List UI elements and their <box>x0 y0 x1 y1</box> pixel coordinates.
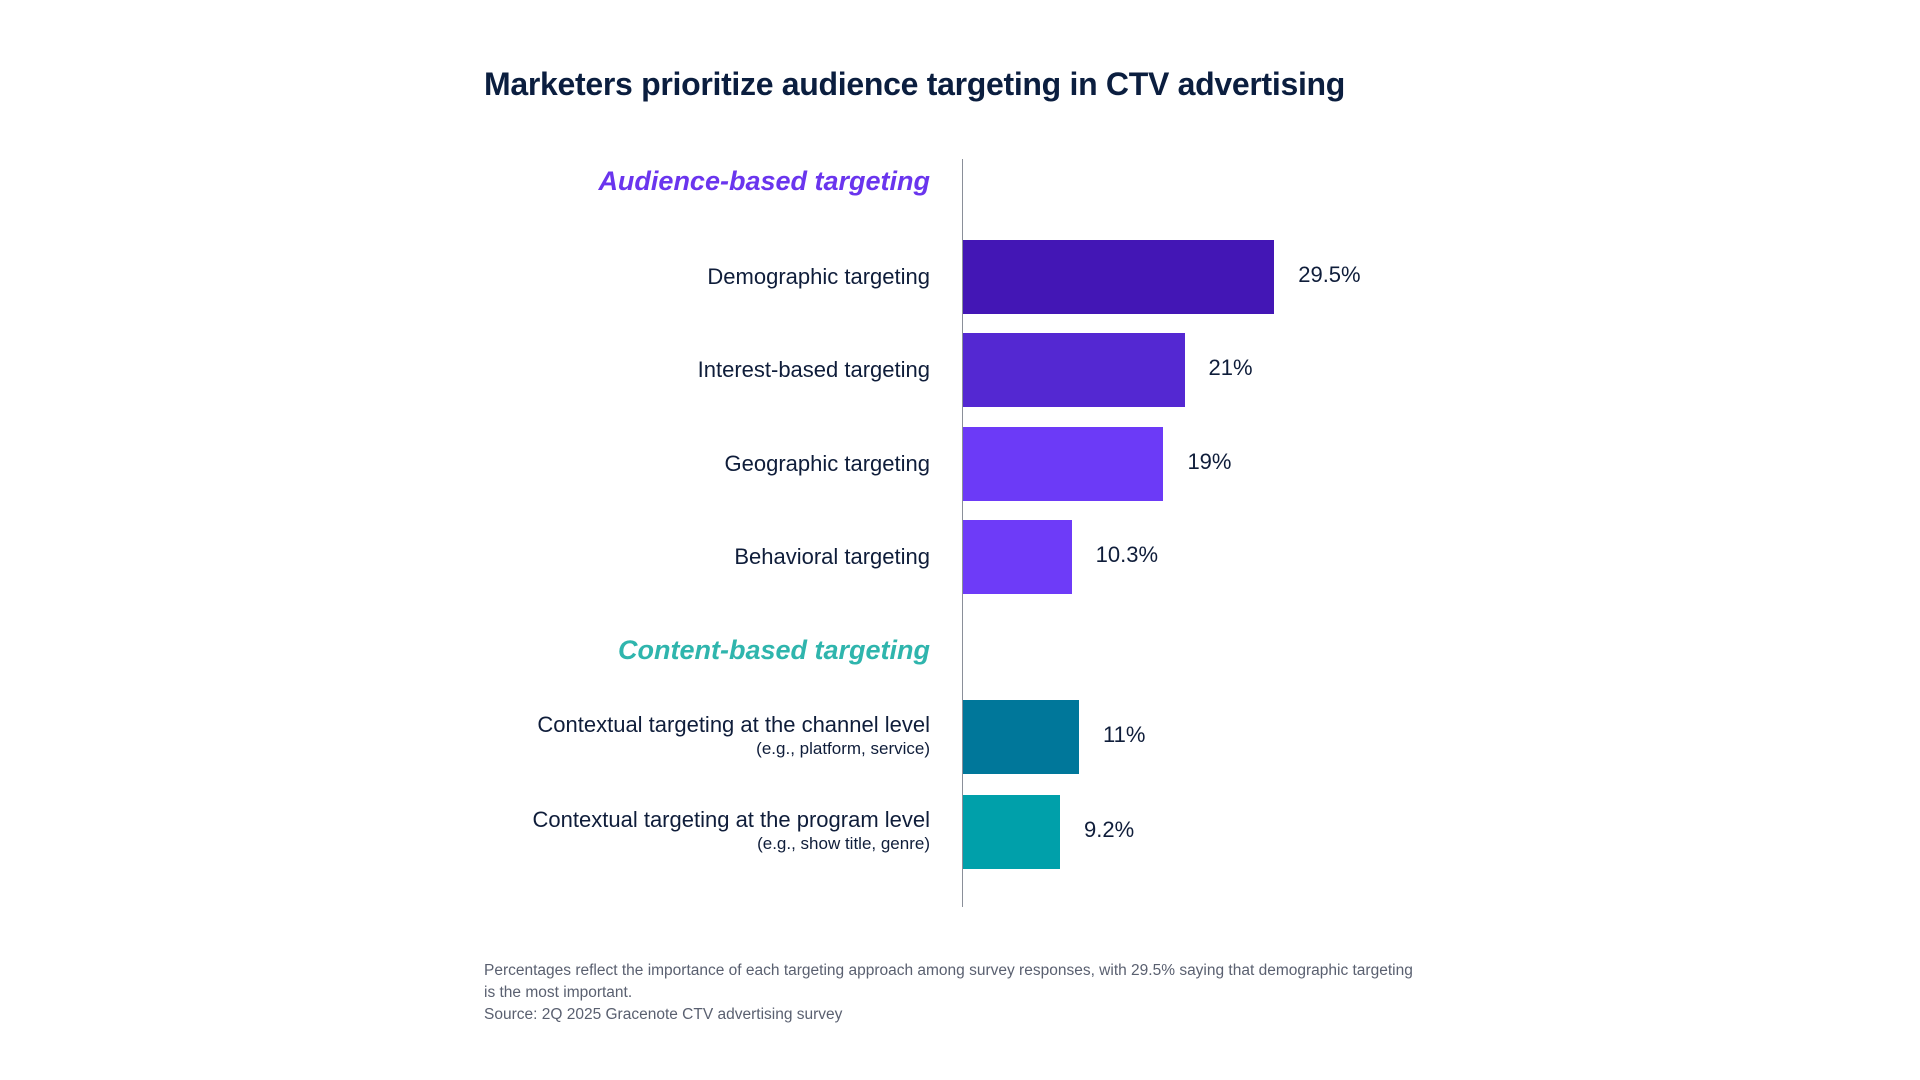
value-label: 10.3% <box>1095 542 1159 567</box>
bar <box>963 520 1072 594</box>
category-label: Contextual targeting at the channel leve… <box>537 712 930 760</box>
category-sublabel: (e.g., platform, service) <box>756 739 930 758</box>
category-label: Contextual targeting at the program leve… <box>533 807 930 855</box>
category-label-text: Demographic targeting <box>707 264 930 289</box>
value-label: 21% <box>1208 355 1253 380</box>
value-label: 11% <box>1103 722 1146 747</box>
category-label-text: Contextual targeting at the program leve… <box>532 807 930 832</box>
footnote-note: Percentages reflect the importance of ea… <box>484 962 1413 1001</box>
bar <box>963 240 1275 314</box>
footnote: Percentages reflect the importance of ea… <box>484 960 1424 1026</box>
value-label: 9.2% <box>1084 817 1135 842</box>
bar <box>963 700 1080 774</box>
group-heading: Audience-based targeting <box>598 166 930 196</box>
category-label-text: Geographic targeting <box>724 451 930 476</box>
y-axis-line <box>962 159 963 907</box>
category-label-text: Interest-based targeting <box>697 357 930 382</box>
category-sublabel: (e.g., show title, genre) <box>757 834 930 853</box>
category-label: Demographic targeting <box>707 264 930 290</box>
category-label: Geographic targeting <box>725 451 930 477</box>
chart-title: Marketers prioritize audience targeting … <box>484 66 1346 102</box>
group-heading: Content-based targeting <box>617 635 930 665</box>
bar <box>963 333 1185 407</box>
category-label: Behavioral targeting <box>734 544 930 570</box>
footnote-source: Source: 2Q 2025 Gracenote CTV advertisin… <box>484 1006 843 1023</box>
category-label-text: Contextual targeting at the channel leve… <box>537 712 930 737</box>
category-label: Interest-based targeting <box>698 357 930 383</box>
value-label: 29.5% <box>1298 262 1361 287</box>
value-label: 19% <box>1187 449 1232 474</box>
bar <box>963 795 1061 869</box>
bar <box>963 427 1164 501</box>
category-label-text: Behavioral targeting <box>734 544 930 569</box>
